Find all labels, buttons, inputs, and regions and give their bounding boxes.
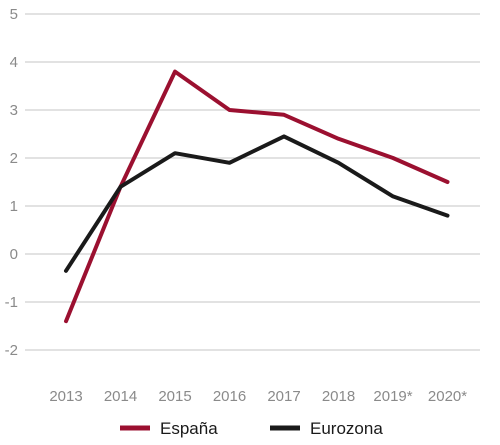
y-axis-ticks: 5 4 3 2 1 0 -1 -2 <box>5 6 18 359</box>
y-tick-label: -2 <box>5 342 18 359</box>
series-line-espana <box>64 69 450 324</box>
x-tick-label: 2013 <box>49 388 82 405</box>
series-lines <box>64 69 450 324</box>
y-tick-label: 3 <box>10 102 18 119</box>
legend: España Eurozona <box>120 419 383 438</box>
legend-label-eurozona: Eurozona <box>310 419 383 438</box>
x-tick-label: 2019* <box>373 388 412 405</box>
y-tick-label: -1 <box>5 294 18 311</box>
x-axis-ticks: 2013 2014 2015 2016 2017 2018 2019* 2020* <box>49 388 467 405</box>
y-tick-label: 4 <box>10 54 18 71</box>
x-tick-label: 2014 <box>104 388 137 405</box>
y-tick-label: 5 <box>10 6 18 23</box>
x-tick-label: 2020* <box>428 388 467 405</box>
x-tick-label: 2016 <box>213 388 246 405</box>
y-tick-label: 1 <box>10 198 18 215</box>
grid-lines <box>25 13 480 351</box>
legend-label-espana: España <box>160 419 218 438</box>
x-tick-label: 2015 <box>158 388 191 405</box>
y-tick-label: 2 <box>10 150 18 167</box>
x-tick-label: 2017 <box>267 388 300 405</box>
x-tick-label: 2018 <box>322 388 355 405</box>
series-line-eurozona <box>64 134 450 273</box>
y-tick-label: 0 <box>10 246 18 263</box>
